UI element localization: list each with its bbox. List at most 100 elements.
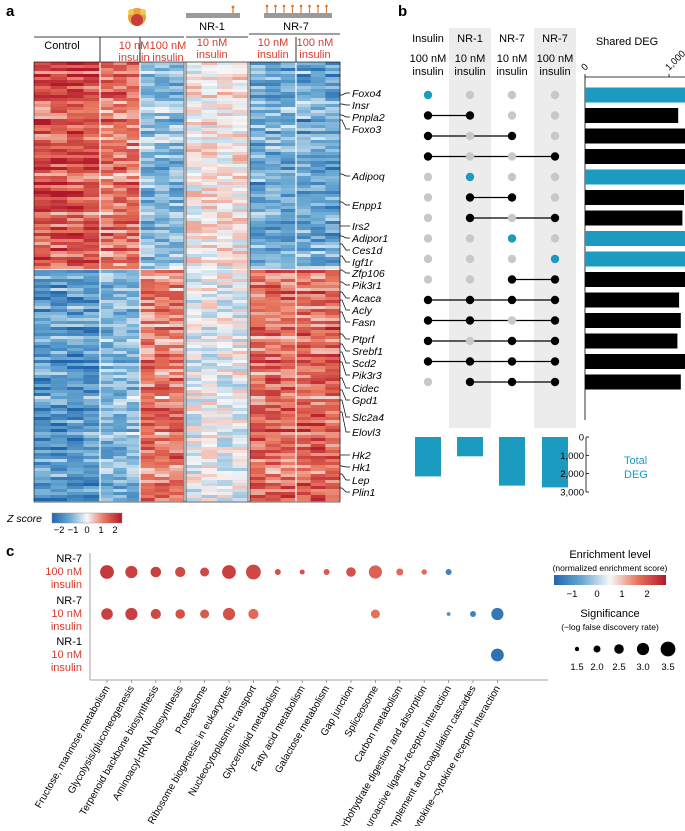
upset-dot <box>465 172 475 182</box>
enrichment-dot <box>175 609 185 619</box>
upset-dot <box>423 357 433 366</box>
upset-col-line3: insulin <box>496 66 527 78</box>
panel-c-label: c <box>6 543 14 560</box>
upset-dot <box>550 316 560 325</box>
upset-dot <box>465 131 475 141</box>
upset-dot <box>550 131 560 141</box>
nr1-construct-icon <box>186 5 240 18</box>
upset-dot <box>507 152 517 161</box>
significance-tick: 1.5 <box>570 662 583 673</box>
upset-dot <box>550 213 560 223</box>
upset-col-line1: NR-7 <box>499 33 525 45</box>
colorbar-tick: 1 <box>98 525 103 536</box>
upset-dot <box>507 172 517 182</box>
upset-dot <box>423 152 433 161</box>
shared-deg-bar <box>585 169 685 185</box>
total-deg-bar <box>542 437 568 488</box>
total-deg-bar <box>499 437 525 486</box>
shared-deg-bar <box>585 374 681 390</box>
enrichment-dot <box>370 609 380 619</box>
shared-deg-bar <box>585 333 678 349</box>
heatmap-col-line1: Control <box>44 40 79 52</box>
shared-deg-bar <box>585 272 685 287</box>
shared-deg-bar <box>585 128 685 144</box>
shared-deg-bar <box>585 354 685 369</box>
gene-label: Enpp1 <box>352 200 382 212</box>
enrichment-dots <box>100 564 504 662</box>
upset-dot <box>423 275 433 284</box>
upset-dot <box>507 254 517 264</box>
upset-col-line2: 10 nM <box>497 53 528 65</box>
gene-label: Ptprf <box>352 334 375 346</box>
upset-dot <box>507 316 517 325</box>
gene-label: Acly <box>351 305 373 317</box>
gene-label: Srebf1 <box>352 346 383 358</box>
upset-dot <box>550 336 560 346</box>
gene-label: Irs2 <box>352 221 370 233</box>
row-label-line2: 100 nM <box>45 566 82 578</box>
upset-dot <box>550 295 560 305</box>
upset-dot <box>550 377 560 387</box>
significance-tick: 3.0 <box>636 662 649 673</box>
enrichment-dot <box>491 648 504 662</box>
upset-dot <box>550 172 560 182</box>
upset-dot <box>423 336 433 346</box>
upset-dot <box>465 234 475 243</box>
panel-a-label: a <box>6 3 15 20</box>
gene-label: Adipor1 <box>351 233 388 245</box>
gene-label: Fasn <box>352 317 376 329</box>
gene-label: Pik3r1 <box>352 280 382 292</box>
upset-dot <box>465 90 475 100</box>
shared-deg-bar <box>585 313 681 328</box>
upset-dot <box>507 336 517 346</box>
heatmap <box>33 61 341 503</box>
upset-dot <box>465 213 475 223</box>
enrichment-legend-title: Enrichment level <box>569 549 650 561</box>
enrichment-dot <box>346 567 356 577</box>
upset-dot <box>423 131 433 141</box>
gene-label: Lep <box>352 475 370 487</box>
enrichment-dot <box>396 568 404 576</box>
upset-col-line1: NR-7 <box>542 33 568 45</box>
gene-label: Slc2a4 <box>352 412 384 424</box>
total-deg-title-1: Total <box>624 455 647 467</box>
shared-deg-title: Shared DEG <box>596 36 658 48</box>
heatmap-col-line2: insulin <box>196 49 227 61</box>
total-axis-tick: 1,000 <box>560 451 584 462</box>
enrichment-dot <box>323 569 330 575</box>
total-deg-bar <box>457 437 483 457</box>
upset-dot <box>423 111 433 120</box>
upset-dot <box>465 275 475 284</box>
gene-label: Pik3r3 <box>352 370 382 382</box>
gene-label: Scd2 <box>352 358 376 370</box>
gene-label: Adipoq <box>351 171 385 183</box>
significance-legend: 1.5 2.0 2.5 3.0 3.5 <box>570 641 676 673</box>
enrichment-dot <box>125 607 138 621</box>
row-label-line3: insulin <box>51 579 82 591</box>
upset-dot <box>507 234 517 243</box>
total-axis-tick: 0 <box>579 433 584 444</box>
nr7-construct-icon <box>264 4 332 18</box>
enrichment-dot <box>222 565 236 579</box>
enrichment-dot <box>299 569 305 575</box>
colorbar-tick: −1 <box>68 525 79 536</box>
colorbar-tick: −2 <box>54 525 65 536</box>
upset-dot <box>507 275 517 284</box>
enrichment-dot <box>421 569 427 575</box>
upset-dot <box>465 193 475 202</box>
enrichment-dot <box>200 609 210 619</box>
gene-label: Zfp106 <box>351 268 385 280</box>
upset-dot <box>507 295 517 305</box>
upset-dot <box>423 172 433 182</box>
upset-dot <box>507 357 517 366</box>
row-label-line3: insulin <box>51 621 82 633</box>
enrichment-dot <box>368 565 382 579</box>
upset-col-line2: 10 nM <box>455 53 486 65</box>
shared-deg-bar <box>585 251 685 267</box>
enrichment-dot <box>125 565 138 579</box>
